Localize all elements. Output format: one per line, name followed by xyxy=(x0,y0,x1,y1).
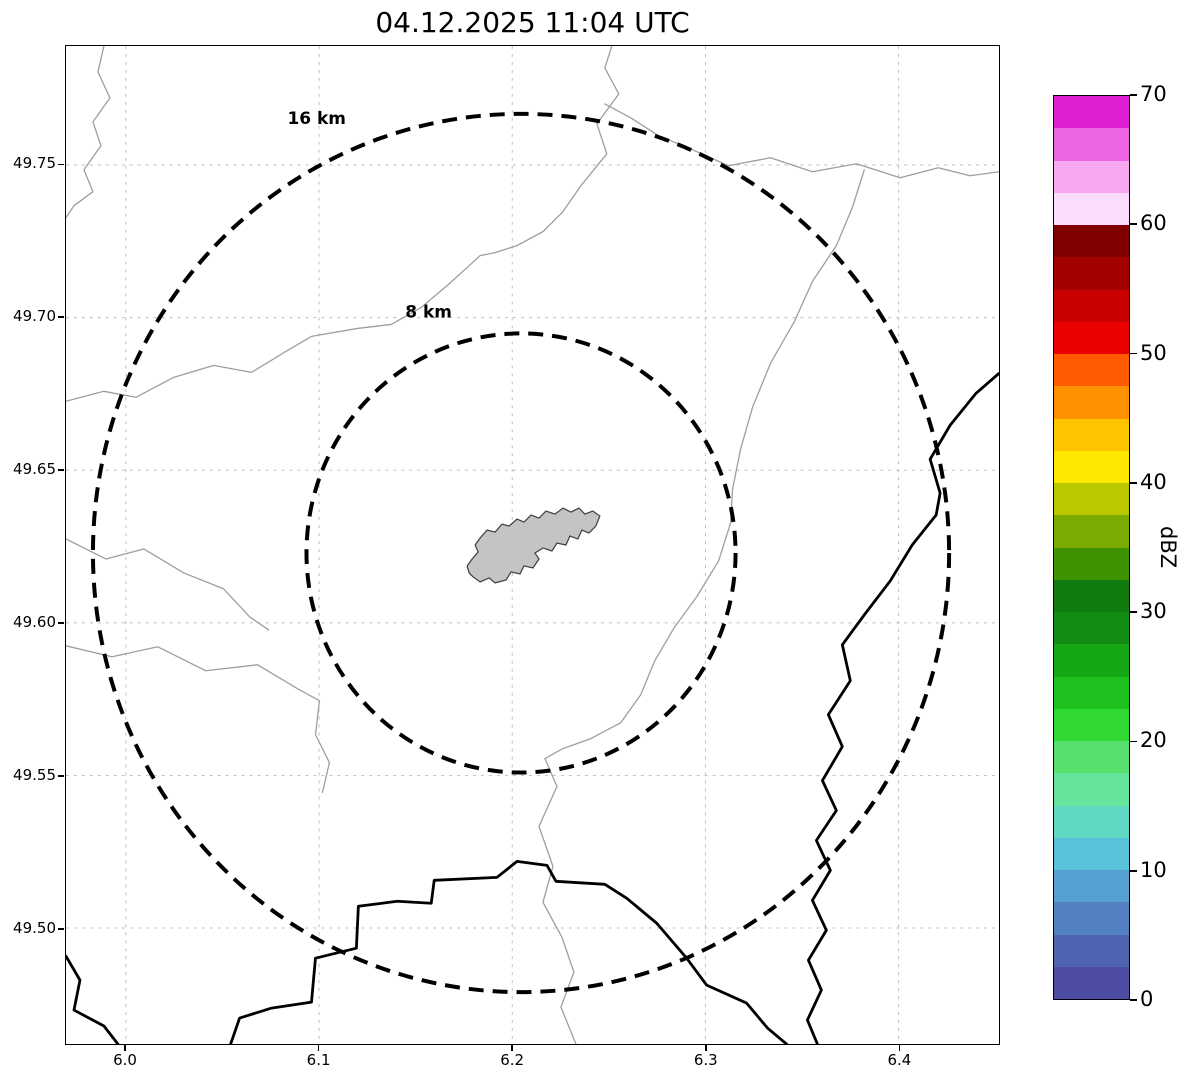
colorbar-segment xyxy=(1054,354,1129,387)
colorbar-tick-label: 50 xyxy=(1140,340,1167,365)
x-tick-label: 6.3 xyxy=(693,1051,718,1069)
colorbar-segment xyxy=(1054,128,1129,161)
y-tick-mark xyxy=(58,316,64,318)
colorbar-segment xyxy=(1054,773,1129,806)
colorbar-segment xyxy=(1054,321,1129,354)
colorbar-tick-label: 20 xyxy=(1140,728,1167,753)
colorbar-segment xyxy=(1054,547,1129,580)
river-thin-west-middle xyxy=(66,538,270,631)
map-plot-area: 16 km 8 km xyxy=(65,45,1000,1045)
colorbar-segment xyxy=(1054,902,1129,935)
colorbar-tick-mark xyxy=(1130,94,1137,96)
y-tick-label: 49.70 xyxy=(13,307,56,326)
colorbar-segment xyxy=(1054,289,1129,322)
range-ring-label: 16 km xyxy=(288,108,346,128)
y-tick-label: 49.50 xyxy=(13,918,56,937)
colorbar-tick-mark xyxy=(1130,999,1137,1001)
plot-title: 04.12.2025 11:04 UTC xyxy=(375,6,690,39)
x-tick-mark xyxy=(124,1045,126,1051)
x-tick-mark xyxy=(705,1045,707,1051)
colorbar-segment xyxy=(1054,160,1129,193)
x-tick-label: 6.4 xyxy=(887,1051,912,1069)
colorbar-segment xyxy=(1054,612,1129,645)
colorbar xyxy=(1053,95,1130,1000)
y-tick-mark xyxy=(58,775,64,777)
border-thick-southwest xyxy=(66,954,120,1044)
colorbar-tick-mark xyxy=(1130,611,1137,614)
river-thin-north xyxy=(479,46,620,257)
colorbar-segment xyxy=(1054,837,1129,870)
city-boundary xyxy=(466,507,601,584)
river-thin-northwest xyxy=(66,46,111,219)
x-tick-mark xyxy=(898,1045,901,1051)
x-tick-mark xyxy=(317,1045,320,1051)
colorbar-segment xyxy=(1054,934,1129,967)
colorbar-segment xyxy=(1054,225,1129,258)
colorbar-segment xyxy=(1054,579,1129,612)
colorbar-tick-mark xyxy=(1130,352,1137,355)
x-tick-label: 6.1 xyxy=(306,1051,331,1069)
y-tick-mark xyxy=(58,928,64,930)
colorbar-tick-mark xyxy=(1130,740,1137,743)
colorbar-segment xyxy=(1054,676,1129,709)
colorbar-tick-label: 30 xyxy=(1140,599,1167,624)
colorbar-segment xyxy=(1054,805,1129,838)
colorbar-segment xyxy=(1054,257,1129,290)
colorbar-segment xyxy=(1054,418,1129,451)
colorbar-segment xyxy=(1054,192,1129,225)
river-thin-south xyxy=(538,757,577,1044)
colorbar-segment xyxy=(1054,450,1129,483)
colorbar-segment xyxy=(1054,644,1129,677)
y-tick-label: 49.60 xyxy=(13,613,56,631)
y-tick-mark xyxy=(58,163,64,166)
colorbar-segment xyxy=(1054,483,1129,516)
colorbar-segment xyxy=(1054,870,1129,903)
y-tick-label: 49.75 xyxy=(13,154,56,173)
border-thick-south xyxy=(229,859,788,1044)
y-tick-mark xyxy=(58,469,64,471)
map-canvas: 16 km 8 km xyxy=(66,46,999,1044)
colorbar-tick-label: 40 xyxy=(1140,469,1167,494)
colorbar-segment xyxy=(1054,96,1129,129)
colorbar-segment xyxy=(1054,741,1129,774)
colorbar-segment xyxy=(1054,708,1129,741)
river-thin-southwest xyxy=(66,645,331,794)
range-ring-label: 8 km xyxy=(405,301,452,321)
y-tick-label: 49.65 xyxy=(13,460,56,479)
x-tick-label: 6.2 xyxy=(500,1051,525,1069)
y-tick-label: 49.55 xyxy=(13,765,56,784)
x-tick-label: 6.0 xyxy=(113,1051,137,1069)
river-thin-west xyxy=(66,254,481,402)
y-tick-mark xyxy=(58,622,64,624)
colorbar-tick-label: 10 xyxy=(1140,857,1167,882)
colorbar-tick-mark xyxy=(1130,223,1137,226)
range-ring-8km xyxy=(304,331,738,775)
x-tick-mark xyxy=(511,1045,513,1051)
border-thick-east xyxy=(806,371,999,1044)
colorbar-tick-label: 0 xyxy=(1140,987,1154,1011)
colorbar-segment xyxy=(1054,515,1129,548)
colorbar-tick-mark xyxy=(1130,481,1137,484)
river-thin-northeast xyxy=(604,103,999,179)
colorbar-tick-label: 70 xyxy=(1140,82,1167,106)
range-ring-16km xyxy=(90,111,952,995)
colorbar-tick-label: 60 xyxy=(1140,211,1167,236)
river-thin-east xyxy=(544,169,865,760)
colorbar-segment xyxy=(1054,966,1129,999)
colorbar-segment xyxy=(1054,386,1129,419)
colorbar-axis-label: dBZ xyxy=(1156,526,1180,569)
colorbar-tick-mark xyxy=(1130,869,1137,872)
